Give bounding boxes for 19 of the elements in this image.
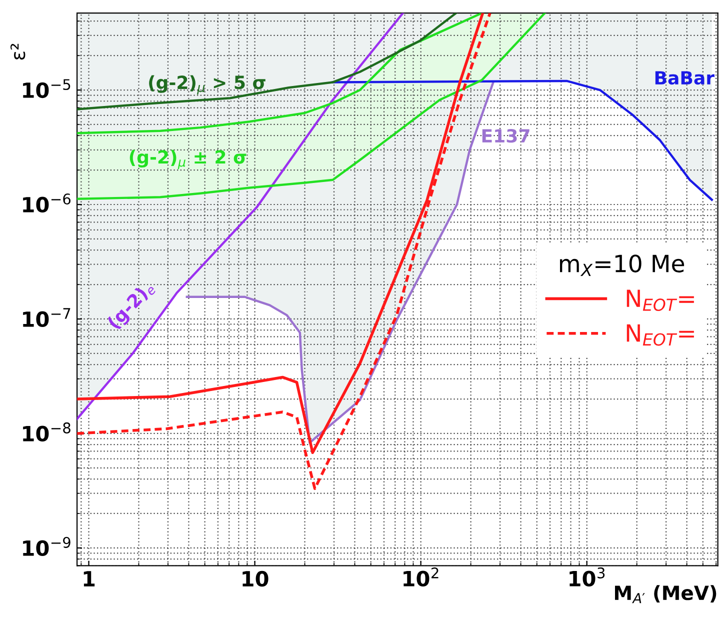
x-tick-label: 10$^{2}$ [404,567,438,587]
text: BaBar [655,71,715,85]
x-tick-label: 10 [242,570,268,587]
y-tick-label: 10$^{−9}$ [23,536,70,556]
series-label: (g-2)$_{μ}$ ± 2 σ [130,150,246,170]
legend-label: N$_{EOT}$= [626,324,694,346]
x-tick-label: 10$^{3}$ [570,567,605,587]
text: (g-2)$_{e}$ [106,280,157,332]
series-label: E137 [482,129,530,143]
y-tick-label: 10$^{−7}$ [23,308,70,328]
y-tick-label: 10$^{−5}$ [23,79,70,98]
y-tick-label: 10$^{−8}$ [23,422,70,442]
legend-label: N$_{EOT}$= [626,290,694,312]
legend-title: m$_{X}$=10 Me [560,254,684,276]
y-axis-title: ε² [10,44,26,60]
series-label: (g-2)$_{μ}$ > 5 σ [149,75,266,95]
y-tick-label: 10$^{−6}$ [23,193,70,213]
x-axis-title: M$_{A′}$ (MeV) [615,585,716,604]
x-tick-label: 1 [84,571,95,586]
